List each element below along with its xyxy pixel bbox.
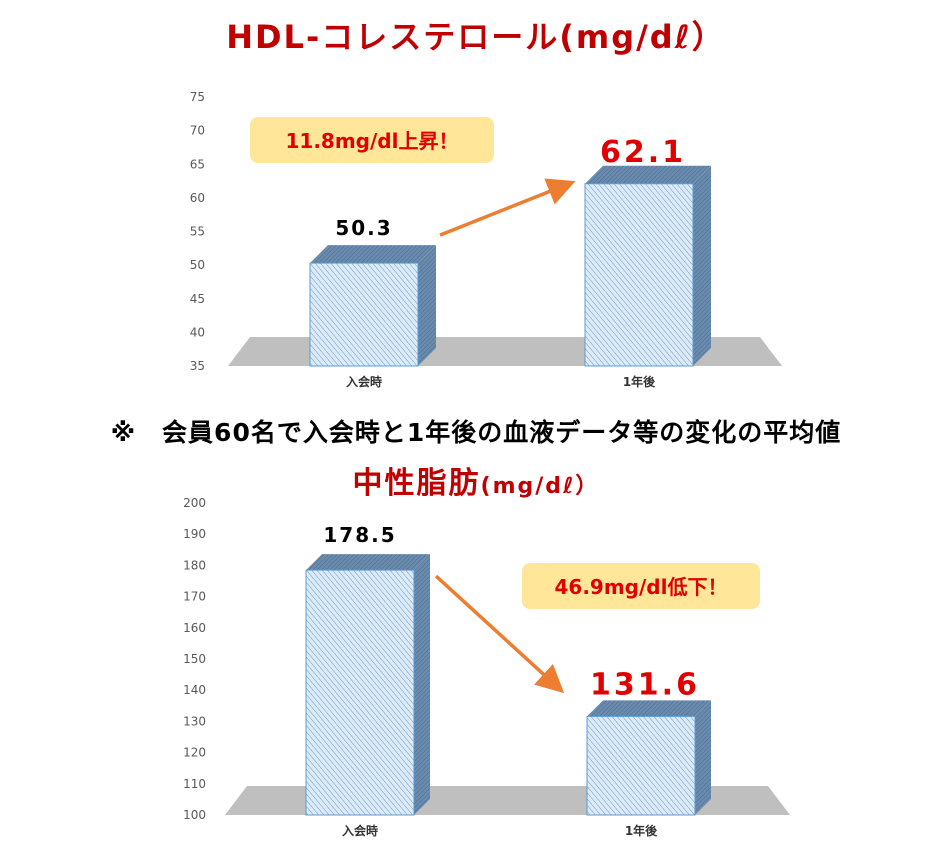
bar-side [414,554,430,815]
hdl-chart: 35 40 45 50 55 60 65 70 75 入会時 50.3 1年後 62.1 11.8mg/d… [190,90,782,389]
y-tick-label: 170 [183,590,206,604]
data-note: ※ 会員60名で入会時と1年後の血液データ等の変化の平均値 [110,418,842,447]
y-tick-label: 150 [183,652,206,666]
category-label: 入会時 [346,374,382,389]
bar-top [585,165,711,184]
callout-box [250,117,494,163]
change-callout: 46.9mg/dl低下！ [522,563,760,609]
bar-baseline [309,245,436,367]
category-label: 1年後 [623,374,656,389]
value-label: 131.6 [590,667,700,702]
y-tick-label: 110 [183,777,206,791]
callout-text: 11.8mg/dl上昇！ [286,129,459,153]
bar-side [418,245,436,366]
change-callout: 11.8mg/dl上昇！ [250,117,494,163]
bar-top [306,554,430,571]
bar-front [305,569,415,816]
change-arrow [434,574,565,694]
bar-side [695,700,711,815]
y-tick-label: 50 [190,258,205,272]
y-tick-label: 180 [183,558,206,572]
change-arrow [439,178,576,237]
hdl-chart-title: HDL-コレステロール(mg/dℓ） [226,18,726,56]
bar-front [309,262,419,367]
y-tick-label: 45 [190,292,205,306]
value-label: 178.5 [323,523,396,547]
category-label: 入会時 [342,823,378,838]
bar-front [586,715,696,816]
y-tick-label: 60 [190,191,205,205]
callout-text: 46.9mg/dl低下！ [555,575,728,599]
value-label: 50.3 [335,216,392,240]
y-tick-label: 190 [183,527,206,541]
bar-after-1-year [584,165,711,367]
bar-side [693,165,711,366]
y-tick-label: 120 [183,746,206,760]
y-tick-label: 65 [190,157,205,171]
y-tick-label: 55 [190,225,205,239]
y-tick-label: 70 [190,124,205,138]
y-tick-label: 75 [190,90,205,104]
category-label: 1年後 [625,823,658,838]
y-tick-label: 35 [190,359,205,373]
bar-baseline [305,554,430,816]
triglyceride-chart-title: 中性脂肪(mg/dℓ） [0,458,952,502]
y-tick-label: 130 [183,714,206,728]
y-tick-label: 160 [183,621,206,635]
triglyceride-title-unit: (mg/dℓ） [480,474,600,499]
y-tick-label: 200 [183,496,206,510]
bar-front [584,183,694,367]
y-tick-label: 100 [183,808,206,822]
y-tick-label: 40 [190,325,205,339]
callout-box [522,563,760,609]
bar-after-1-year [586,700,711,816]
triglyceride-title-text: 中性脂肪 [352,466,481,501]
bar-top [587,700,711,717]
value-label: 62.1 [600,135,686,170]
y-tick-label: 140 [183,683,206,697]
bar-top [310,245,436,264]
